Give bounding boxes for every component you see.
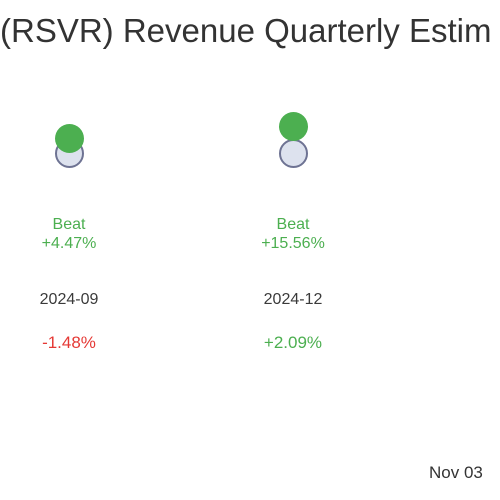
- quarter-column-20: +20 -2: [442, 0, 500, 420]
- surprise-label: +: [442, 235, 500, 253]
- period-label: 2024-12: [263, 291, 323, 308]
- quarter-column-2024-09: Beat +4.47% 2024-09 -1.48%: [0, 0, 144, 420]
- growth-label: -2: [442, 333, 500, 353]
- growth-label: +2.09%: [263, 333, 323, 352]
- actual-marker: [278, 112, 308, 142]
- surprise-label: +15.56%: [261, 235, 325, 252]
- period-label: 2024-09: [39, 291, 99, 308]
- period-label: 20: [442, 291, 500, 309]
- result-label: Beat: [52, 216, 86, 233]
- surprise-label: +4.47%: [41, 235, 97, 252]
- footer-date: Nov 03: [429, 463, 483, 482]
- chart-title: (RSVR) Revenue Quarterly Estim: [0, 12, 492, 49]
- quarter-column-2024-12: Beat +15.56% 2024-12 +2.09%: [218, 0, 368, 420]
- actual-marker: [54, 123, 84, 153]
- growth-label: -1.48%: [42, 333, 96, 352]
- result-label: Beat: [276, 216, 310, 233]
- estimate-marker: [278, 138, 308, 168]
